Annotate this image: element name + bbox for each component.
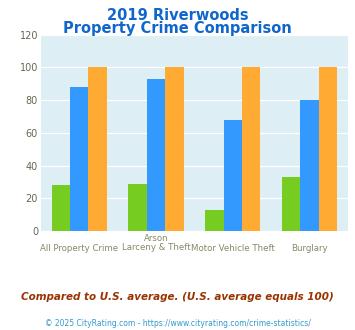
Bar [319,67,337,231]
Bar [224,120,242,231]
Text: Motor Vehicle Theft: Motor Vehicle Theft [191,244,275,253]
Text: Arson: Arson [144,234,168,243]
Bar [129,183,147,231]
Text: Larceny & Theft: Larceny & Theft [122,243,190,252]
Text: Property Crime Comparison: Property Crime Comparison [63,21,292,36]
Text: Burglary: Burglary [291,244,328,253]
Bar [165,67,184,231]
Bar [300,100,319,231]
Text: © 2025 CityRating.com - https://www.cityrating.com/crime-statistics/: © 2025 CityRating.com - https://www.city… [45,319,310,328]
Bar [205,210,224,231]
Bar [147,79,165,231]
Bar [282,177,300,231]
Bar [51,185,70,231]
Text: 2019 Riverwoods: 2019 Riverwoods [107,8,248,23]
Bar [70,87,88,231]
Text: Compared to U.S. average. (U.S. average equals 100): Compared to U.S. average. (U.S. average … [21,292,334,302]
Text: All Property Crime: All Property Crime [40,244,118,253]
Bar [88,67,107,231]
Bar [242,67,260,231]
